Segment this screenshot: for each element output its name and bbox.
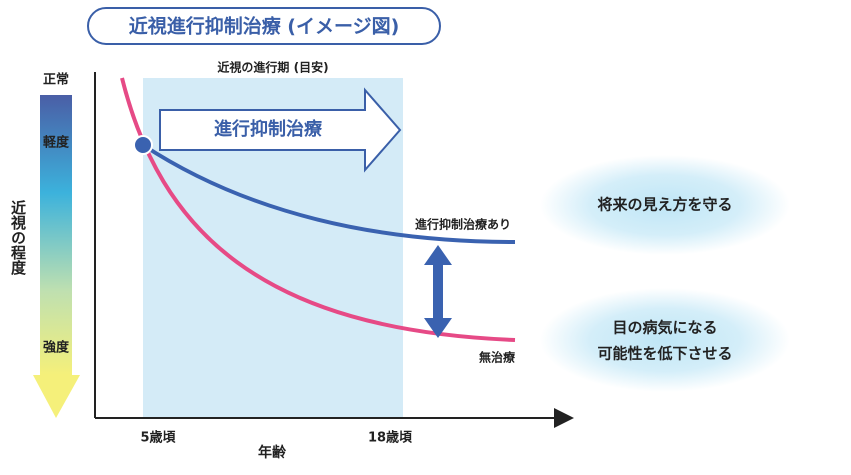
effect-bubble [540, 155, 790, 255]
gap-arrow [424, 245, 452, 338]
effect-text: 将来の見え方を守る [597, 196, 732, 214]
title: 近視進行抑制治療 (イメージ図) [129, 15, 400, 38]
y-axis-label: 近視の程度 [9, 199, 27, 276]
start-dot [133, 135, 153, 155]
period-label: 近視の進行期 (目安) [217, 60, 328, 75]
level-label: 正常 [43, 72, 69, 88]
treatment-arrow [159, 87, 402, 173]
effect-bubble [540, 288, 790, 392]
treated-label: 進行抑制治療あり [415, 217, 511, 232]
x-axis-label: 年齢 [258, 444, 287, 461]
x-tick-label: 5歳頃 [140, 430, 176, 446]
level-bar [40, 95, 72, 375]
untreated-label: 無治療 [479, 350, 515, 365]
title-pill [87, 7, 441, 45]
level-label: 強度 [43, 340, 70, 356]
level-arrowhead [33, 375, 80, 418]
treatment-label: 進行抑制治療 [214, 118, 323, 140]
x-tick-label: 18歳頃 [368, 430, 413, 446]
level-label: 軽度 [43, 135, 70, 151]
effect-text: 目の病気になる [612, 319, 717, 337]
effect-text: 可能性を低下させる [597, 345, 732, 363]
treated-curve [141, 143, 516, 244]
